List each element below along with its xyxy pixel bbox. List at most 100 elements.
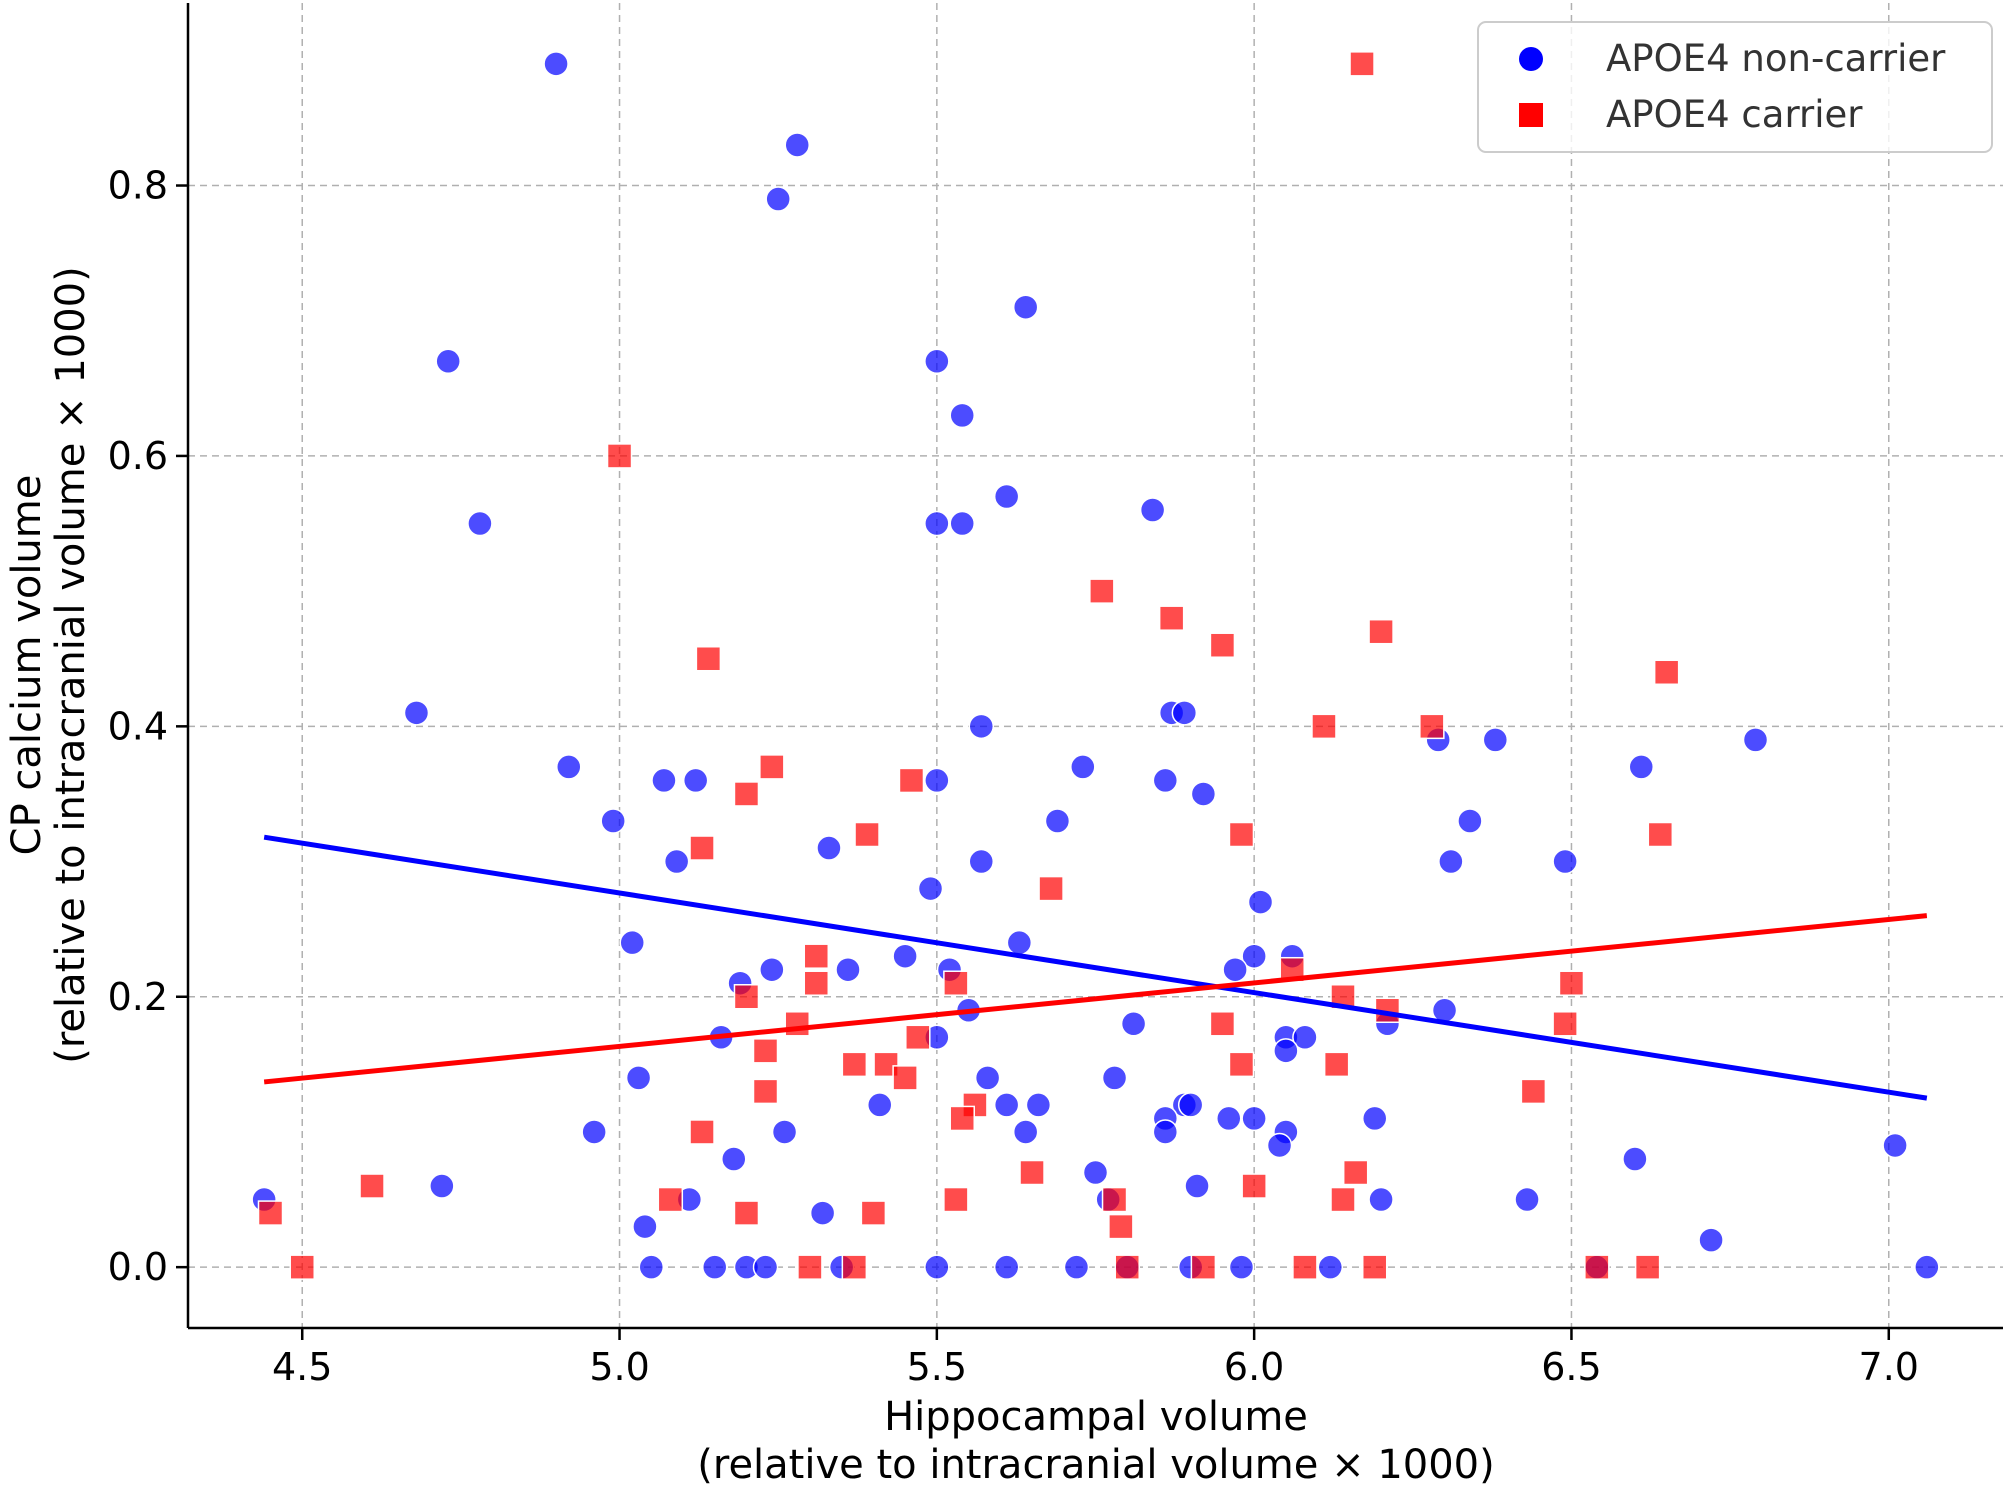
data-point <box>1222 956 1248 983</box>
x-tick-label: 7.0 <box>1859 1345 1919 1389</box>
data-point <box>1482 727 1509 753</box>
data-point <box>1082 1159 1109 1186</box>
data-point <box>993 1254 1020 1280</box>
data-point <box>924 510 950 537</box>
data-point <box>1184 1173 1210 1199</box>
data-point <box>752 1078 779 1105</box>
data-point <box>752 1254 779 1280</box>
data-point <box>1584 1254 1610 1280</box>
data-point <box>759 754 785 780</box>
data-point <box>1019 1159 1045 1186</box>
data-point <box>733 781 760 807</box>
data-point <box>721 1146 747 1172</box>
trend-line <box>263 913 1928 1085</box>
data-point <box>1101 1186 1128 1213</box>
data-point <box>682 767 709 794</box>
data-points <box>251 51 1940 1280</box>
data-point <box>1520 1078 1547 1105</box>
data-point <box>1330 1186 1356 1213</box>
data-point <box>1228 1254 1255 1280</box>
y-tick-label: 0.4 <box>108 704 168 748</box>
x-tick-label: 5.5 <box>907 1345 967 1389</box>
data-point <box>1120 1011 1147 1037</box>
data-point <box>1292 1024 1318 1051</box>
grid <box>188 3 2003 1328</box>
data-point <box>1012 294 1039 320</box>
data-point <box>689 1119 715 1145</box>
data-point <box>657 1186 684 1213</box>
data-point <box>974 1065 1001 1091</box>
trend-lines <box>263 834 1928 1101</box>
data-point <box>866 1092 893 1118</box>
data-point <box>993 1092 1020 1118</box>
data-point <box>854 821 880 848</box>
data-point <box>435 348 461 375</box>
data-point <box>892 1065 918 1091</box>
y-tick-label: 0.0 <box>108 1245 168 1289</box>
data-point <box>892 943 918 969</box>
data-point <box>359 1173 385 1199</box>
data-point <box>1038 875 1064 902</box>
data-point <box>835 956 861 983</box>
data-point <box>759 956 785 983</box>
data-point <box>949 402 975 429</box>
data-point <box>1241 1105 1267 1132</box>
data-point <box>784 132 810 158</box>
data-point <box>733 1200 760 1226</box>
data-point <box>1634 1254 1661 1280</box>
data-point <box>1158 605 1185 631</box>
data-point <box>1063 1254 1090 1280</box>
data-point <box>1622 1146 1648 1172</box>
x-tick-label: 6.0 <box>1224 1345 1284 1389</box>
legend-label-non-carrier: APOE4 non-carrier <box>1606 37 1946 80</box>
data-point <box>968 848 995 875</box>
data-point <box>1139 497 1166 523</box>
data-point <box>1882 1132 1908 1159</box>
data-point <box>1514 1186 1540 1213</box>
data-point <box>1349 51 1375 77</box>
data-point <box>803 970 830 996</box>
data-point <box>1742 727 1769 753</box>
data-point <box>1025 1092 1052 1118</box>
data-point <box>943 970 969 996</box>
legend-square-icon <box>1519 103 1543 127</box>
y-axis-title: CP calcium volume <box>4 475 50 856</box>
data-point <box>651 767 677 794</box>
data-point <box>1361 1105 1388 1132</box>
data-point <box>1070 754 1096 780</box>
data-point <box>1419 713 1445 740</box>
data-point <box>1311 713 1337 740</box>
data-point <box>1438 848 1464 875</box>
data-point <box>943 1186 969 1213</box>
data-point <box>1558 970 1585 996</box>
data-point <box>809 1200 836 1226</box>
data-point <box>663 848 690 875</box>
data-point <box>733 984 760 1010</box>
data-point <box>1044 808 1071 834</box>
data-point <box>841 1051 868 1078</box>
data-point <box>1914 1254 1940 1280</box>
data-point <box>556 754 582 780</box>
ticks: 4.5 5.0 5.5 6.0 6.5 7.0 0.0 0.2 0.4 0.6 0.8 <box>108 164 1919 1389</box>
data-point <box>968 713 995 740</box>
data-point <box>765 186 791 212</box>
data-point <box>1108 1213 1134 1240</box>
data-point <box>638 1254 665 1280</box>
data-point <box>1647 821 1674 848</box>
data-point <box>949 1105 975 1132</box>
legend: APOE4 non-carrier APOE4 carrier <box>1477 21 1993 153</box>
x-axis-subtitle: (relative to intracranial volume × 1000) <box>697 1442 1494 1485</box>
y-tick-label: 0.6 <box>108 434 168 478</box>
data-point <box>1273 1038 1299 1064</box>
data-point <box>1101 1065 1128 1091</box>
data-point <box>1368 1186 1394 1213</box>
data-point <box>600 808 626 834</box>
data-point <box>625 1065 652 1091</box>
data-point <box>752 1038 779 1064</box>
data-point <box>581 1119 607 1145</box>
data-point <box>1457 808 1483 834</box>
data-point <box>917 875 944 902</box>
data-point <box>949 510 975 537</box>
